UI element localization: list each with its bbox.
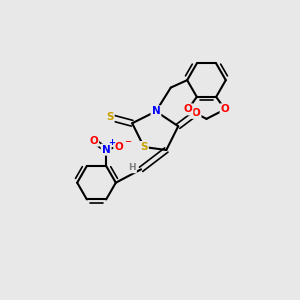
Text: +: + [108,138,115,147]
Text: O: O [89,136,98,146]
Text: O: O [221,104,230,114]
Text: N: N [152,106,160,116]
Text: H: H [128,163,136,172]
Text: O: O [114,142,123,152]
Text: N: N [102,145,110,154]
Text: S: S [140,142,148,152]
Text: O: O [184,104,192,114]
Text: O: O [192,108,200,118]
Text: −: − [124,137,131,146]
Text: S: S [106,112,114,122]
